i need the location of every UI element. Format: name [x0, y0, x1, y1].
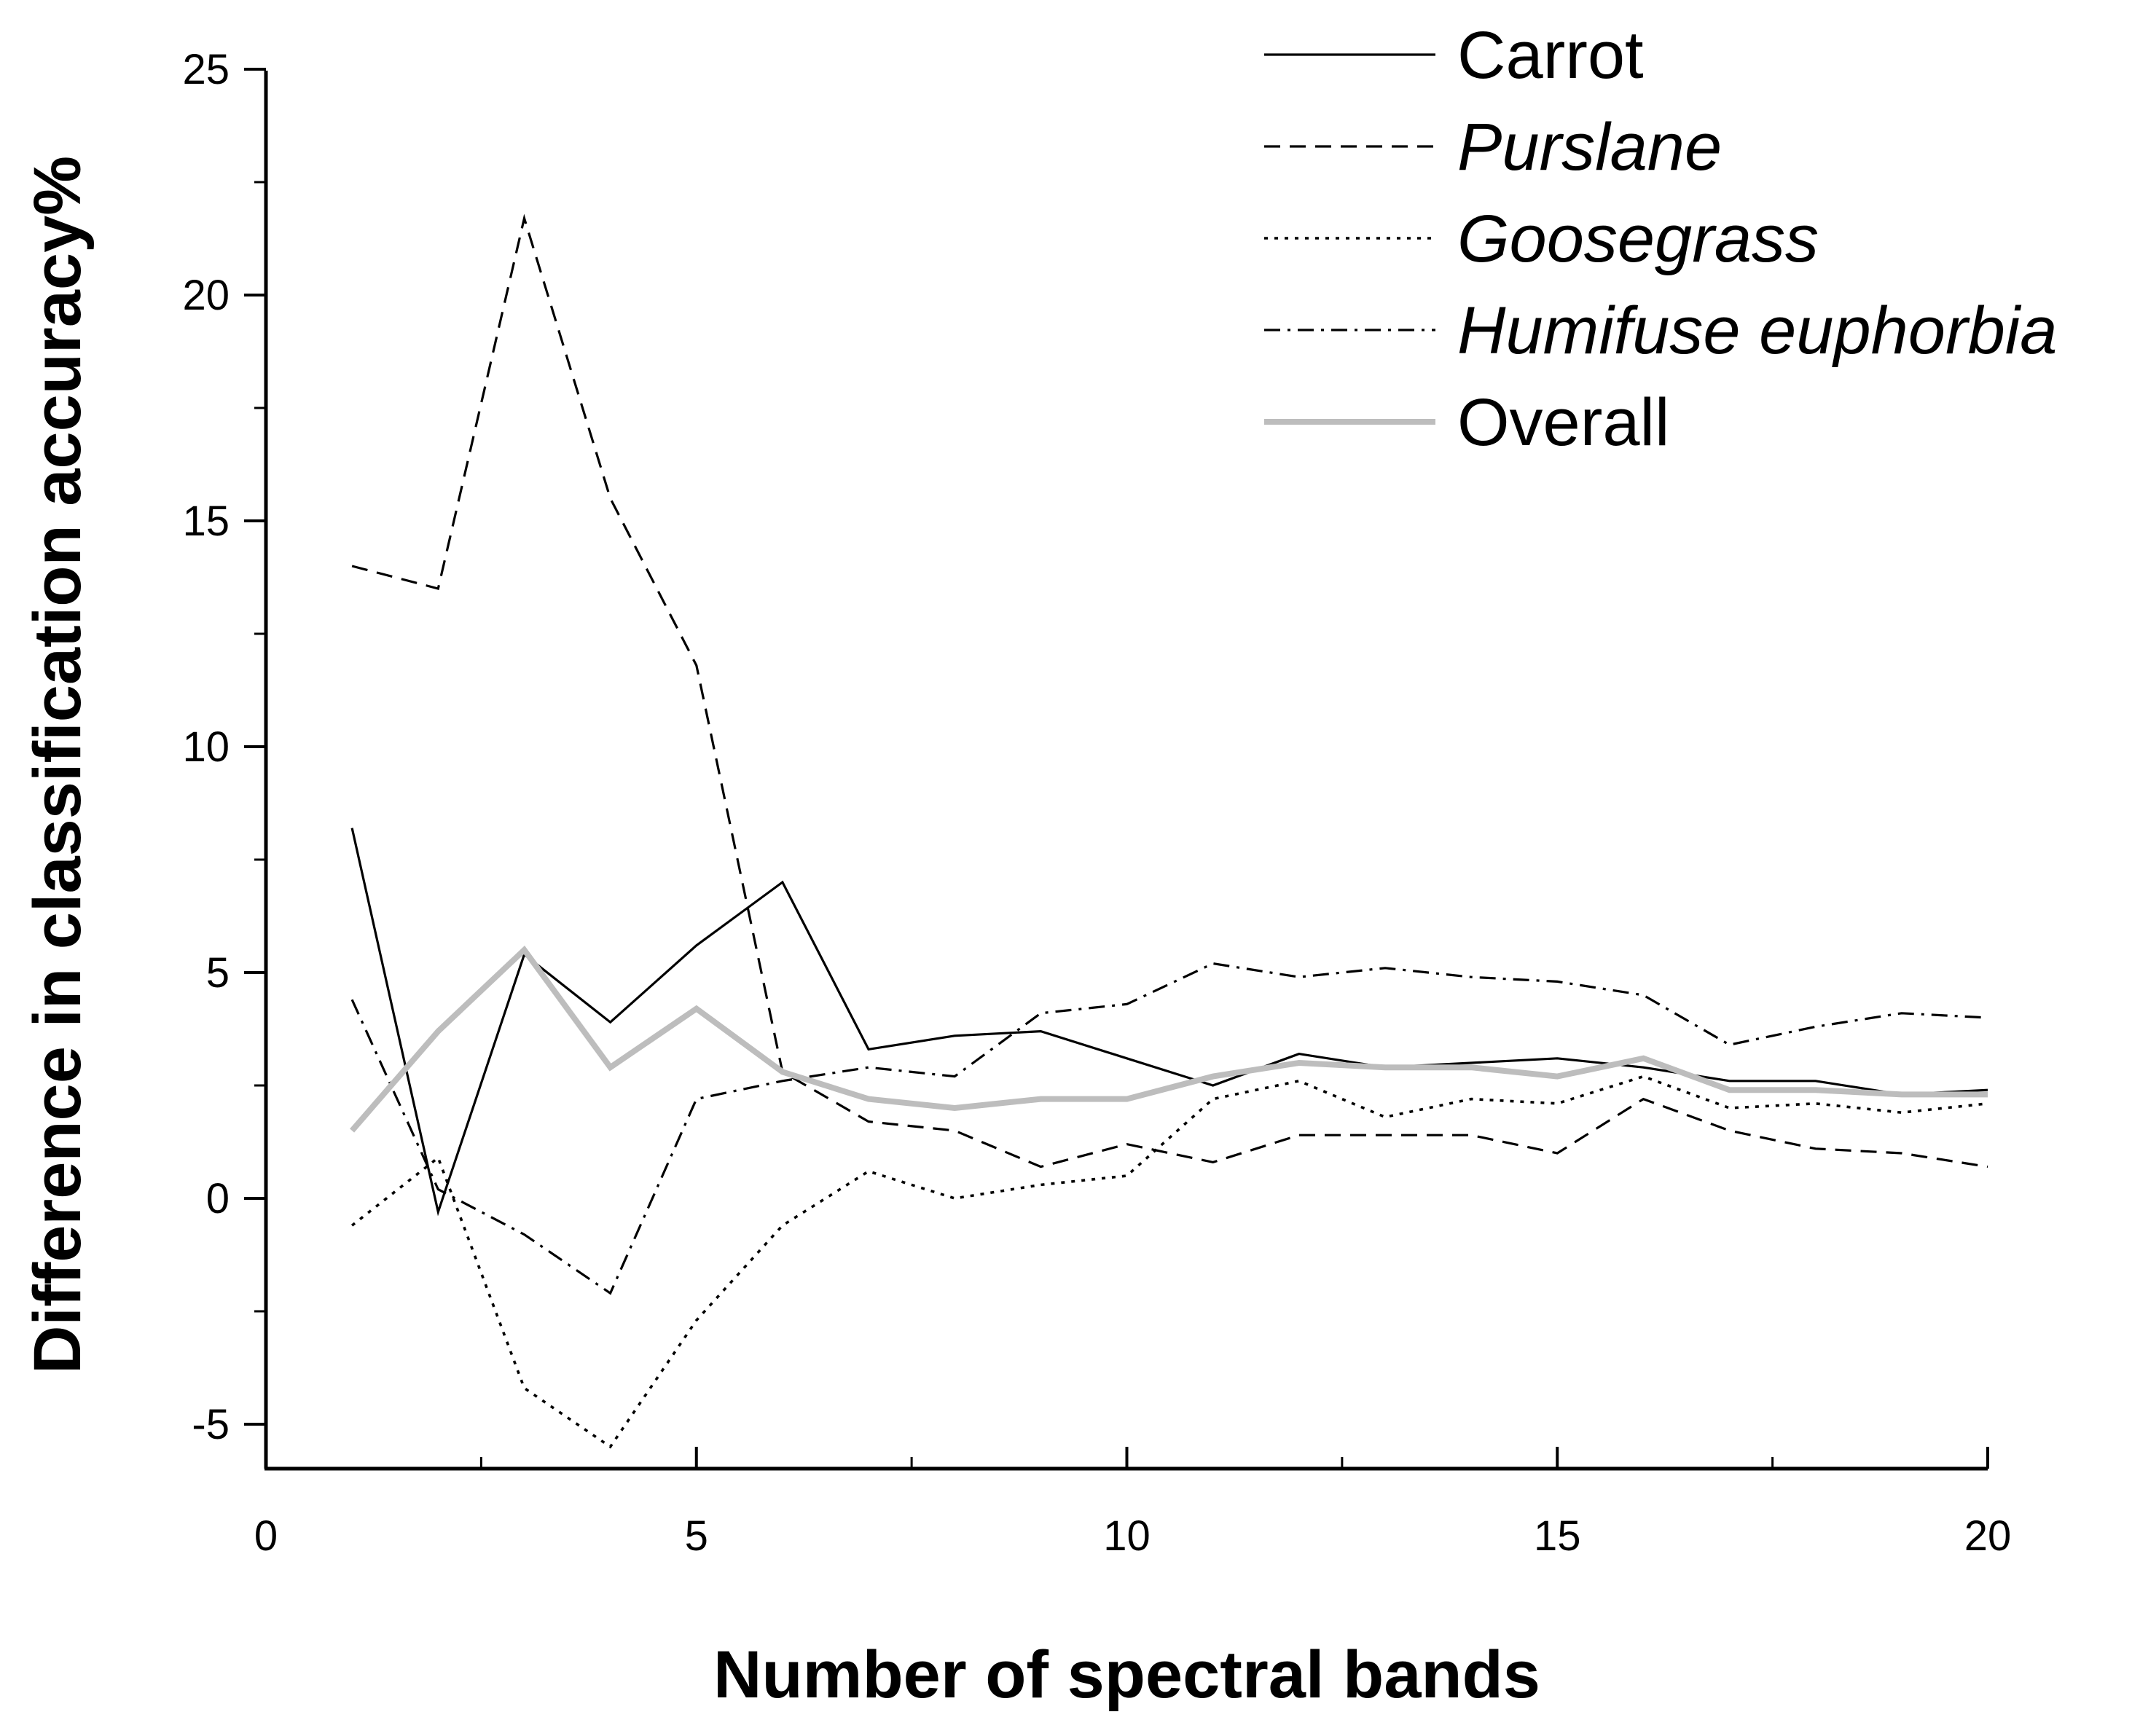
- y-tick-label: 0: [206, 1175, 230, 1222]
- ticks-group: -5 0 5 10 15 20 25 0 5 10 15 20: [182, 46, 2011, 1560]
- x-tick-label: 10: [1103, 1512, 1151, 1560]
- legend-label-carrot: Carrot: [1457, 18, 1644, 93]
- y-tick-label: 20: [182, 272, 230, 319]
- x-tick-label: 0: [254, 1512, 278, 1560]
- legend-label-purslane: Purslane: [1457, 110, 1722, 184]
- series-line-purslane: [351, 213, 1988, 1169]
- series-line-overall: [350, 945, 1988, 1133]
- x-tick-label: 20: [1964, 1512, 2012, 1560]
- y-tick-label: 5: [206, 949, 230, 997]
- y-tick-label: 15: [182, 498, 230, 545]
- y-tick-label: -5: [192, 1401, 230, 1448]
- legend-label-overall: Overall: [1457, 385, 1669, 460]
- y-axis-title: Difference in classification accuracy%: [20, 156, 95, 1374]
- x-tick-label: 5: [685, 1512, 708, 1560]
- y-tick-label: 10: [182, 723, 230, 771]
- series-line-carrot: [350, 828, 1988, 1217]
- x-axis-title: Number of spectral bands: [713, 1638, 1540, 1712]
- axes-group: [264, 71, 1988, 1471]
- series-line-goosegrass: [350, 1075, 1988, 1449]
- y-tick-label: 25: [182, 46, 230, 93]
- legend-label-goosegrass: Goosegrass: [1457, 202, 1819, 276]
- legend-label-humifuse-euphorbia: Humifuse euphorbia: [1457, 294, 2057, 368]
- x-tick-label: 15: [1534, 1512, 1581, 1560]
- series-group: [350, 213, 1988, 1449]
- series-line-humifuse-euphorbia: [350, 962, 1988, 1295]
- legend: Carrot Purslane Goosegrass Humifuse euphorb…: [1264, 18, 2057, 460]
